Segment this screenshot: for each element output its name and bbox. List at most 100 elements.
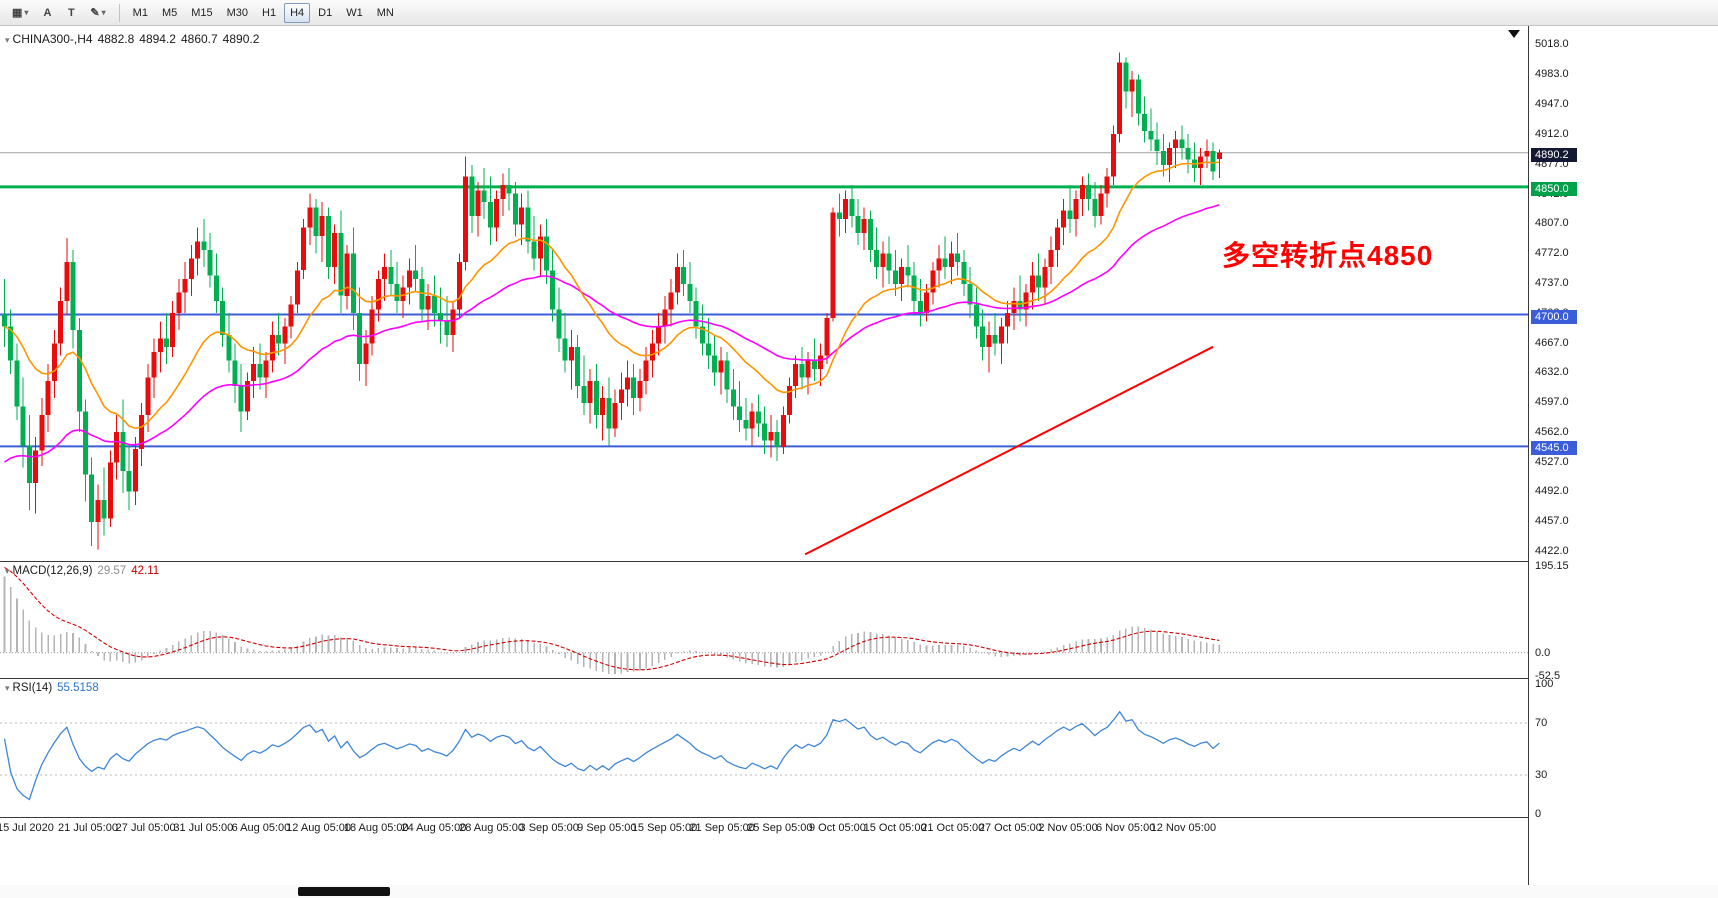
price-badge: 4890.2 — [1531, 147, 1577, 162]
rsi-canvas — [0, 710, 1528, 801]
indicator-axis-label: 70 — [1535, 717, 1548, 729]
indicator-icon: ▾ — [5, 566, 10, 576]
time-axis-label: 21 Sep 05:00 — [689, 822, 755, 834]
macd-value: 29.57 — [97, 565, 127, 577]
chart-title: ▾ CHINA300-,H4 4882.8 4894.2 4860.7 4890.2 — [5, 32, 264, 46]
macd-label: ▾ MACD(12,26,9) 29.57 42.11 — [5, 565, 164, 577]
indicator-icon: ▾ — [5, 683, 10, 693]
indicator-axis-label: 100 — [1535, 678, 1554, 690]
trendline[interactable] — [804, 345, 1214, 556]
timeframe-button-m15[interactable]: M15 — [191, 6, 213, 19]
top-toolbar: ▦ ▾ A T ✎ ▾ M1 M5 M15 M30 H1 H4 D1 W1 MN — [0, 0, 1718, 26]
ma-fast-line[interactable] — [4, 161, 1220, 430]
timeframe-button-h1[interactable]: H1 — [262, 6, 277, 19]
price-tick-label: 4772.0 — [1535, 247, 1569, 260]
dropdown-arrow-icon: ▾ — [24, 8, 29, 17]
time-axis-label: 15 Oct 05:00 — [863, 822, 927, 834]
ohlc-high: 4894.2 — [139, 32, 176, 46]
indicator-axis-label: 195.15 — [1535, 560, 1569, 572]
macd-signal-value: 42.11 — [131, 565, 160, 577]
price-tick-label: 4492.0 — [1535, 485, 1569, 498]
collapse-icon: ▾ — [5, 35, 10, 45]
indicator-axis-label: -52.5 — [1535, 670, 1561, 682]
annotation-text[interactable]: 多空转折点4850 — [1222, 240, 1434, 271]
drawing-toolbar: ▦ ▾ A T ✎ ▾ — [6, 3, 112, 23]
price-tick-label: 4807.0 — [1535, 217, 1569, 230]
toolbar-separator — [118, 3, 120, 22]
time-axis[interactable]: 15 Jul 2020 21 Jul 05:00 27 Jul 05:00 31 Ju… — [0, 818, 1528, 848]
rsi-line — [3, 710, 1220, 801]
text-label-button[interactable]: A — [43, 6, 52, 19]
candlestick-series — [2, 52, 1222, 550]
price-tick-label: 4562.0 — [1535, 425, 1569, 438]
ohlc-low: 4860.7 — [180, 32, 218, 46]
ohlc-open: 4882.8 — [97, 32, 135, 46]
time-axis-label: 6 Aug 05:00 — [231, 822, 291, 834]
time-axis-label: 25 Sep 05:00 — [747, 822, 813, 834]
h-scrollbar-thumb[interactable] — [298, 887, 390, 896]
time-axis-label: 15 Jul 2020 — [0, 822, 54, 834]
time-axis-label: 18 Aug 05:00 — [343, 822, 409, 834]
time-axis-label: 12 Nov 05:00 — [1150, 822, 1217, 834]
time-axis-label: 28 Aug 05:00 — [459, 822, 524, 834]
price-badge: 4545.0 — [1531, 441, 1577, 456]
time-axis-label: 12 Aug 05:00 — [286, 822, 352, 834]
indicator-axis-label: 30 — [1535, 769, 1548, 781]
rsi-name: RSI(14) — [12, 682, 53, 694]
price-tick-label: 4983.0 — [1535, 67, 1569, 80]
time-axis-label: 3 Sep 05:00 — [519, 822, 579, 834]
timeframe-button-m30[interactable]: M30 — [226, 6, 249, 19]
rsi-value: 55.5158 — [57, 682, 99, 694]
chart-window-button[interactable]: ▦ ▾ — [12, 7, 29, 19]
text-frame-button[interactable]: T — [68, 6, 75, 19]
price-tick-label: 4457.0 — [1535, 515, 1569, 528]
time-axis-label: 9 Oct 05:00 — [809, 822, 866, 834]
ohlc-close: 4890.2 — [222, 32, 260, 46]
macd-canvas — [0, 566, 1528, 675]
timeframe-button-m1[interactable]: M1 — [132, 6, 148, 19]
time-axis-label: 27 Oct 05:00 — [978, 822, 1042, 834]
macd-histogram — [3, 576, 1221, 675]
macd-panel[interactable]: ▾ MACD(12,26,9) 29.57 42.11 — [0, 562, 1528, 679]
price-axis[interactable]: 5018.04983.04947.04912.04877.04842.04807… — [1528, 26, 1718, 898]
price-tick-label: 4527.0 — [1535, 455, 1569, 468]
price-tick-label: 4667.0 — [1535, 336, 1569, 349]
ma-slow-line[interactable] — [4, 204, 1220, 463]
price-tick-label: 4632.0 — [1535, 366, 1569, 379]
time-axis-label: 21 Jul 05:00 — [58, 822, 118, 834]
timeframe-button-mn[interactable]: MN — [376, 6, 394, 19]
price-badge: 4700.0 — [1531, 309, 1577, 324]
timeframe-button-h4[interactable]: H4 — [284, 2, 311, 23]
indicator-axis-label: 0.0 — [1535, 646, 1551, 659]
time-axis-label: 31 Jul 05:00 — [173, 822, 234, 834]
rsi-panel[interactable]: ▾ RSI(14) 55.5158 — [0, 679, 1528, 818]
macd-signal-line — [4, 566, 1220, 671]
time-axis-label: 15 Sep 05:00 — [631, 822, 698, 834]
timeframe-button-w1[interactable]: W1 — [346, 6, 363, 19]
main-chart-panel[interactable]: ▾ CHINA300-,H4 4882.8 4894.2 4860.7 4890.2 多空… — [0, 26, 1528, 562]
price-tick-label: 4597.0 — [1535, 396, 1569, 409]
draw-pencil-button[interactable]: ✎ ▾ — [90, 7, 106, 19]
time-axis-label: 2 Nov 05:00 — [1038, 822, 1098, 834]
dropdown-arrow-icon: ▾ — [101, 8, 106, 17]
price-tick-label: 5018.0 — [1535, 38, 1569, 50]
price-tick-label: 4947.0 — [1535, 98, 1569, 111]
indicator-axis-label: 0 — [1535, 808, 1542, 820]
price-tick-label: 4912.0 — [1535, 128, 1569, 141]
chart-shift-marker-icon[interactable] — [1508, 30, 1520, 38]
price-badge: 4850.0 — [1531, 181, 1577, 196]
time-axis-label: 21 Oct 05:00 — [921, 822, 985, 834]
time-axis-label: 6 Nov 05:00 — [1096, 822, 1156, 834]
time-axis-label: 24 Aug 05:00 — [401, 822, 467, 834]
rsi-label: ▾ RSI(14) 55.5158 — [5, 682, 104, 694]
price-tick-label: 4422.0 — [1535, 545, 1569, 557]
macd-name: MACD(12,26,9) — [12, 565, 93, 577]
candlestick-chart-canvas[interactable] — [0, 26, 1528, 561]
timeframe-toolbar: M1 M5 M15 M30 H1 H4 D1 W1 MN — [127, 2, 400, 23]
h-scrollbar-track[interactable] — [0, 885, 1718, 898]
timeframe-button-d1[interactable]: D1 — [318, 6, 333, 19]
time-axis-label: 27 Jul 05:00 — [115, 822, 176, 834]
price-tick-label: 4737.0 — [1535, 277, 1569, 290]
timeframe-button-m5[interactable]: M5 — [161, 6, 178, 19]
